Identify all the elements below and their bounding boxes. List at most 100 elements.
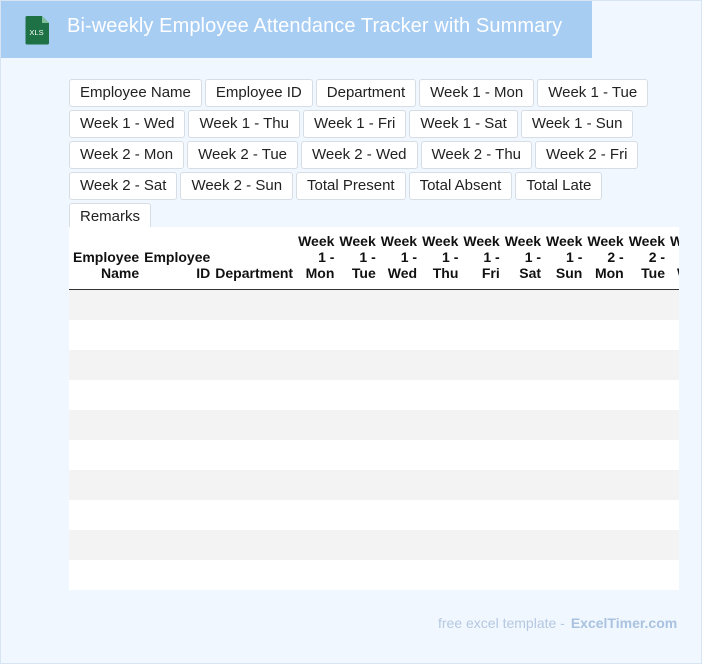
table-cell[interactable] (583, 560, 625, 590)
field-chip[interactable]: Employee Name (69, 79, 202, 107)
table-cell[interactable] (335, 440, 377, 470)
table-cell[interactable] (69, 500, 141, 530)
table-cell[interactable] (140, 500, 212, 530)
table-cell[interactable] (140, 410, 212, 440)
table-cell[interactable] (583, 530, 625, 560)
table-cell[interactable] (376, 320, 419, 350)
table-cell[interactable] (542, 380, 584, 410)
table-cell[interactable] (211, 500, 295, 530)
table-cell[interactable] (140, 350, 212, 380)
table-cell[interactable] (69, 470, 141, 500)
table-cell[interactable] (418, 530, 460, 560)
table-cell[interactable] (418, 500, 460, 530)
table-cell[interactable] (294, 500, 336, 530)
field-chip[interactable]: Week 2 - Sun (180, 172, 294, 200)
table-cell[interactable] (69, 289, 141, 320)
table-cell[interactable] (624, 440, 667, 470)
table-cell[interactable] (335, 350, 377, 380)
table-cell[interactable] (294, 350, 336, 380)
table-cell[interactable] (500, 350, 543, 380)
table-cell[interactable] (211, 530, 295, 560)
field-chip[interactable]: Week 1 - Wed (69, 110, 186, 138)
table-cell[interactable] (294, 440, 336, 470)
table-cell[interactable] (418, 380, 460, 410)
table-cell[interactable] (418, 350, 460, 380)
table-cell[interactable] (500, 530, 543, 560)
field-chip[interactable]: Week 2 - Wed (301, 141, 418, 169)
table-cell[interactable] (583, 470, 625, 500)
table-cell[interactable] (542, 530, 584, 560)
table-cell[interactable] (624, 320, 667, 350)
field-chip[interactable]: Week 1 - Thu (188, 110, 300, 138)
table-cell[interactable] (666, 470, 679, 500)
table-cell[interactable] (666, 410, 679, 440)
table-cell[interactable] (624, 380, 667, 410)
table-cell[interactable] (418, 410, 460, 440)
table-cell[interactable] (69, 530, 141, 560)
table-cell[interactable] (666, 350, 679, 380)
table-cell[interactable] (335, 560, 377, 590)
table-cell[interactable] (294, 289, 336, 320)
table-cell[interactable] (624, 470, 667, 500)
attendance-table-container[interactable]: Employee Name Employee ID Department Week 1… (69, 227, 679, 590)
table-cell[interactable] (583, 440, 625, 470)
table-cell[interactable] (69, 350, 141, 380)
table-cell[interactable] (542, 350, 584, 380)
table-cell[interactable] (335, 320, 377, 350)
field-chip[interactable]: Total Late (515, 172, 603, 200)
table-cell[interactable] (140, 289, 212, 320)
table-cell[interactable] (376, 470, 419, 500)
table-cell[interactable] (459, 350, 501, 380)
table-cell[interactable] (376, 380, 419, 410)
field-chip[interactable]: Week 1 - Sat (409, 110, 518, 138)
table-cell[interactable] (542, 500, 584, 530)
table-cell[interactable] (376, 440, 419, 470)
table-cell[interactable] (140, 380, 212, 410)
table-cell[interactable] (140, 320, 212, 350)
table-cell[interactable] (69, 440, 141, 470)
table-cell[interactable] (294, 320, 336, 350)
table-cell[interactable] (376, 560, 419, 590)
table-cell[interactable] (335, 289, 377, 320)
table-cell[interactable] (583, 289, 625, 320)
table-cell[interactable] (140, 560, 212, 590)
table-cell[interactable] (500, 470, 543, 500)
field-chip[interactable]: Week 1 - Tue (537, 79, 649, 107)
table-cell[interactable] (140, 530, 212, 560)
field-chip[interactable]: Week 2 - Fri (535, 141, 639, 169)
table-cell[interactable] (542, 410, 584, 440)
table-cell[interactable] (459, 530, 501, 560)
table-cell[interactable] (666, 560, 679, 590)
table-cell[interactable] (418, 470, 460, 500)
table-cell[interactable] (583, 500, 625, 530)
table-cell[interactable] (500, 560, 543, 590)
table-cell[interactable] (624, 530, 667, 560)
table-cell[interactable] (335, 500, 377, 530)
table-cell[interactable] (666, 500, 679, 530)
table-cell[interactable] (418, 289, 460, 320)
table-cell[interactable] (211, 350, 295, 380)
table-cell[interactable] (69, 560, 141, 590)
field-chip[interactable]: Week 1 - Mon (419, 79, 535, 107)
table-cell[interactable] (376, 530, 419, 560)
field-chip[interactable]: Week 1 - Fri (302, 110, 407, 138)
table-cell[interactable] (335, 530, 377, 560)
table-cell[interactable] (500, 410, 543, 440)
table-cell[interactable] (140, 470, 212, 500)
field-chip[interactable]: Remarks (69, 203, 152, 231)
table-cell[interactable] (459, 380, 501, 410)
table-cell[interactable] (624, 350, 667, 380)
table-cell[interactable] (294, 560, 336, 590)
table-cell[interactable] (542, 470, 584, 500)
field-chip[interactable]: Department (315, 79, 417, 107)
table-cell[interactable] (294, 470, 336, 500)
table-cell[interactable] (140, 440, 212, 470)
table-cell[interactable] (624, 560, 667, 590)
table-cell[interactable] (624, 500, 667, 530)
table-cell[interactable] (459, 440, 501, 470)
table-cell[interactable] (418, 320, 460, 350)
table-cell[interactable] (666, 380, 679, 410)
table-cell[interactable] (666, 530, 679, 560)
table-cell[interactable] (211, 289, 295, 320)
table-cell[interactable] (542, 560, 584, 590)
